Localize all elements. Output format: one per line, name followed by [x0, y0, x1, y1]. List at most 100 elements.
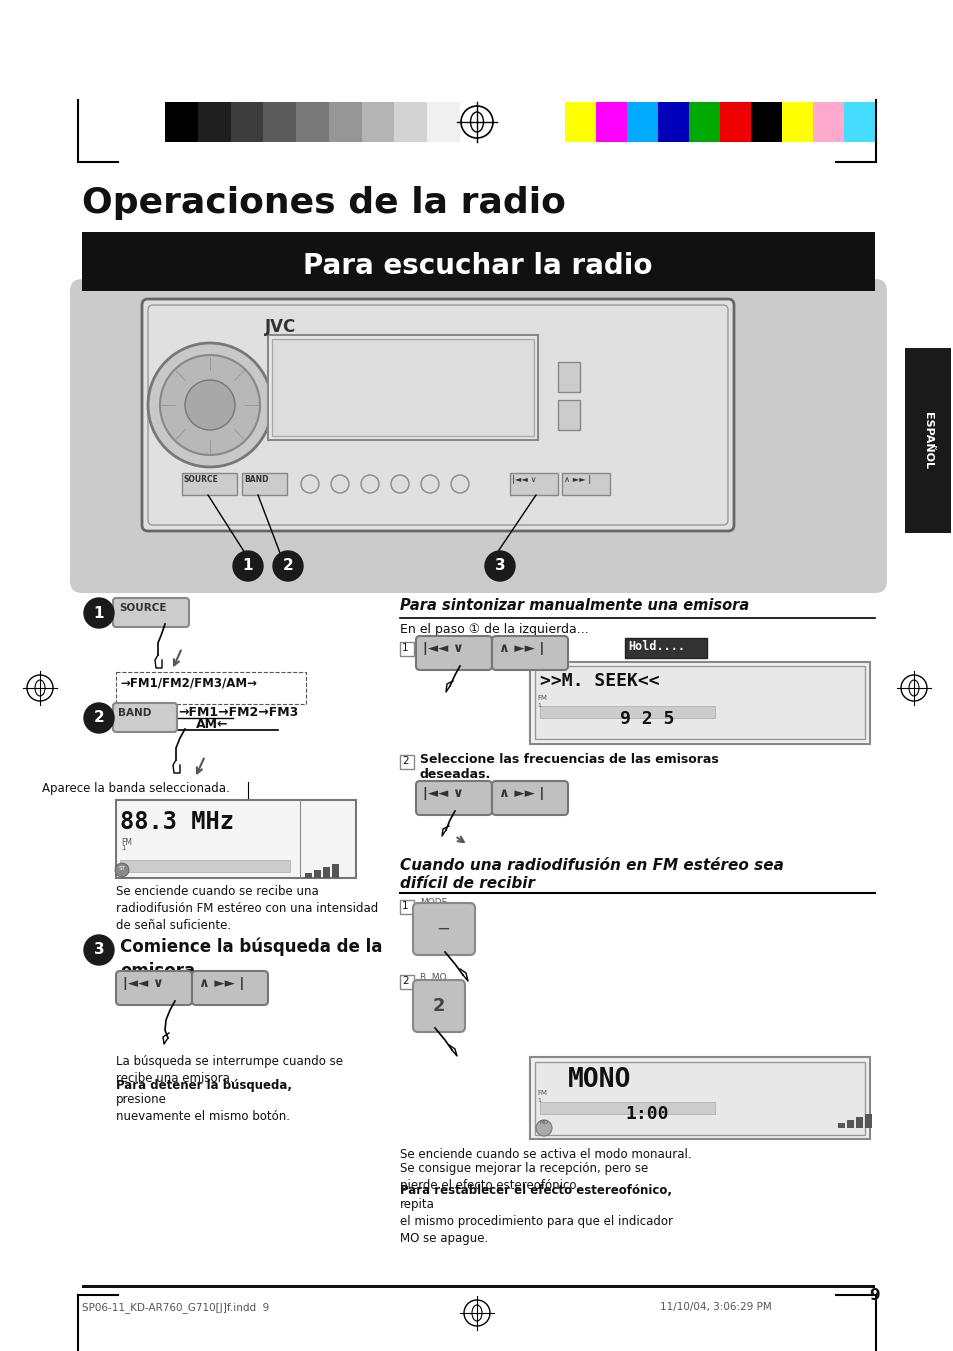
Text: ∧ ►► |: ∧ ►► | — [199, 977, 244, 990]
Text: 11/10/04, 3:06:29 PM: 11/10/04, 3:06:29 PM — [659, 1302, 771, 1312]
Circle shape — [27, 676, 53, 701]
Circle shape — [301, 476, 318, 493]
Bar — [535, 666, 864, 739]
Text: 3: 3 — [93, 943, 104, 958]
Bar — [263, 101, 295, 142]
Bar — [242, 473, 287, 494]
Text: 1: 1 — [537, 703, 540, 708]
Circle shape — [115, 863, 129, 877]
FancyBboxPatch shape — [142, 299, 733, 531]
Text: 2: 2 — [401, 757, 408, 766]
Circle shape — [360, 476, 378, 493]
Bar — [332, 865, 338, 878]
FancyBboxPatch shape — [112, 703, 177, 732]
Bar — [530, 1056, 869, 1139]
Text: −: − — [436, 920, 450, 938]
Text: 1:00: 1:00 — [624, 1105, 668, 1123]
Bar — [539, 1102, 714, 1115]
Circle shape — [451, 476, 469, 493]
Bar — [329, 101, 361, 142]
Text: repita
el mismo procedimiento para que el indicador
MO se apague.: repita el mismo procedimiento para que e… — [399, 1198, 672, 1246]
Circle shape — [900, 676, 926, 701]
Text: presione
nuevamente el mismo botón.: presione nuevamente el mismo botón. — [116, 1093, 290, 1123]
Text: B  MO: B MO — [419, 973, 446, 982]
Text: Aparece la banda seleccionada.: Aparece la banda seleccionada. — [42, 782, 230, 794]
Circle shape — [460, 105, 493, 138]
Text: Se consigue mejorar la recepción, pero se
pierde el efecto estereofónico.: Se consigue mejorar la recepción, pero s… — [399, 1162, 648, 1192]
Text: 1: 1 — [401, 643, 408, 653]
Bar — [812, 101, 843, 142]
Bar — [558, 400, 579, 430]
Bar — [530, 662, 869, 744]
Circle shape — [484, 551, 515, 581]
Bar — [305, 873, 312, 878]
Circle shape — [536, 1120, 552, 1136]
FancyBboxPatch shape — [413, 902, 475, 955]
Circle shape — [391, 476, 409, 493]
Bar — [268, 335, 537, 440]
Bar — [539, 707, 714, 717]
Bar — [399, 975, 414, 989]
Text: Operaciones de la radio: Operaciones de la radio — [82, 186, 565, 220]
Text: Comience la búsqueda de la
emisora.: Comience la búsqueda de la emisora. — [120, 938, 382, 979]
Text: 88.3 MHz: 88.3 MHz — [120, 811, 233, 834]
Text: La búsqueda se interrumpe cuando se
recibe una emisora.: La búsqueda se interrumpe cuando se reci… — [116, 1055, 343, 1085]
Text: difícil de recibir: difícil de recibir — [399, 875, 535, 892]
Text: 1: 1 — [242, 558, 253, 574]
Bar — [750, 101, 781, 142]
Circle shape — [273, 551, 303, 581]
Bar — [658, 101, 688, 142]
Text: Cuando una radiodifusión en FM estéreo sea: Cuando una radiodifusión en FM estéreo s… — [399, 858, 783, 873]
Bar — [394, 101, 427, 142]
Text: Para detener la búsqueda,: Para detener la búsqueda, — [116, 1079, 292, 1092]
Circle shape — [84, 598, 113, 628]
Bar — [165, 101, 197, 142]
Text: SOURCE: SOURCE — [184, 476, 218, 484]
Text: AM←: AM← — [195, 717, 229, 731]
Bar — [399, 642, 414, 657]
Text: SOURCE: SOURCE — [119, 603, 167, 613]
Text: MO: MO — [539, 1120, 548, 1125]
Bar — [427, 101, 459, 142]
Text: MONO: MONO — [568, 1067, 631, 1093]
Bar — [82, 240, 874, 290]
Text: ∧ ►► |: ∧ ►► | — [498, 642, 544, 655]
Text: MODE: MODE — [419, 898, 447, 907]
Bar — [510, 473, 558, 494]
FancyBboxPatch shape — [416, 781, 492, 815]
Text: |◄◄ ∨: |◄◄ ∨ — [422, 642, 463, 655]
Text: 2: 2 — [433, 997, 445, 1015]
Circle shape — [420, 476, 438, 493]
Circle shape — [148, 343, 272, 467]
Text: BAND: BAND — [118, 708, 152, 717]
Circle shape — [84, 703, 113, 734]
Bar — [82, 1285, 874, 1288]
Bar — [361, 101, 394, 142]
Circle shape — [463, 1300, 490, 1325]
Text: Para sintonizar manualmente una emisora: Para sintonizar manualmente una emisora — [399, 598, 748, 613]
Text: JVC: JVC — [265, 317, 296, 336]
Bar — [837, 1123, 844, 1128]
Text: Hold....: Hold.... — [627, 640, 684, 653]
Text: →FM1/FM2/FM3/AM→: →FM1/FM2/FM3/AM→ — [120, 676, 256, 689]
FancyBboxPatch shape — [112, 598, 189, 627]
Text: Se enciende cuando se activa el modo monaural.: Se enciende cuando se activa el modo mon… — [399, 1148, 691, 1161]
Text: ESPAÑOL: ESPAÑOL — [922, 412, 932, 469]
Text: BAND: BAND — [244, 476, 268, 484]
Bar — [688, 101, 720, 142]
Text: 1: 1 — [121, 844, 126, 851]
FancyBboxPatch shape — [416, 636, 492, 670]
Bar — [843, 101, 874, 142]
Text: FM: FM — [537, 694, 546, 701]
Text: |◄◄ ∨: |◄◄ ∨ — [123, 977, 164, 990]
Bar — [535, 1062, 864, 1135]
Bar — [781, 101, 812, 142]
Bar — [399, 755, 414, 769]
Text: FM: FM — [121, 838, 132, 847]
Bar — [864, 1115, 871, 1128]
Text: 9: 9 — [869, 1288, 880, 1302]
Text: Seleccione las frecuencias de las emisoras
deseadas.: Seleccione las frecuencias de las emisor… — [419, 753, 718, 781]
Text: 3: 3 — [495, 558, 505, 574]
FancyBboxPatch shape — [116, 971, 192, 1005]
Text: 1: 1 — [401, 901, 408, 911]
